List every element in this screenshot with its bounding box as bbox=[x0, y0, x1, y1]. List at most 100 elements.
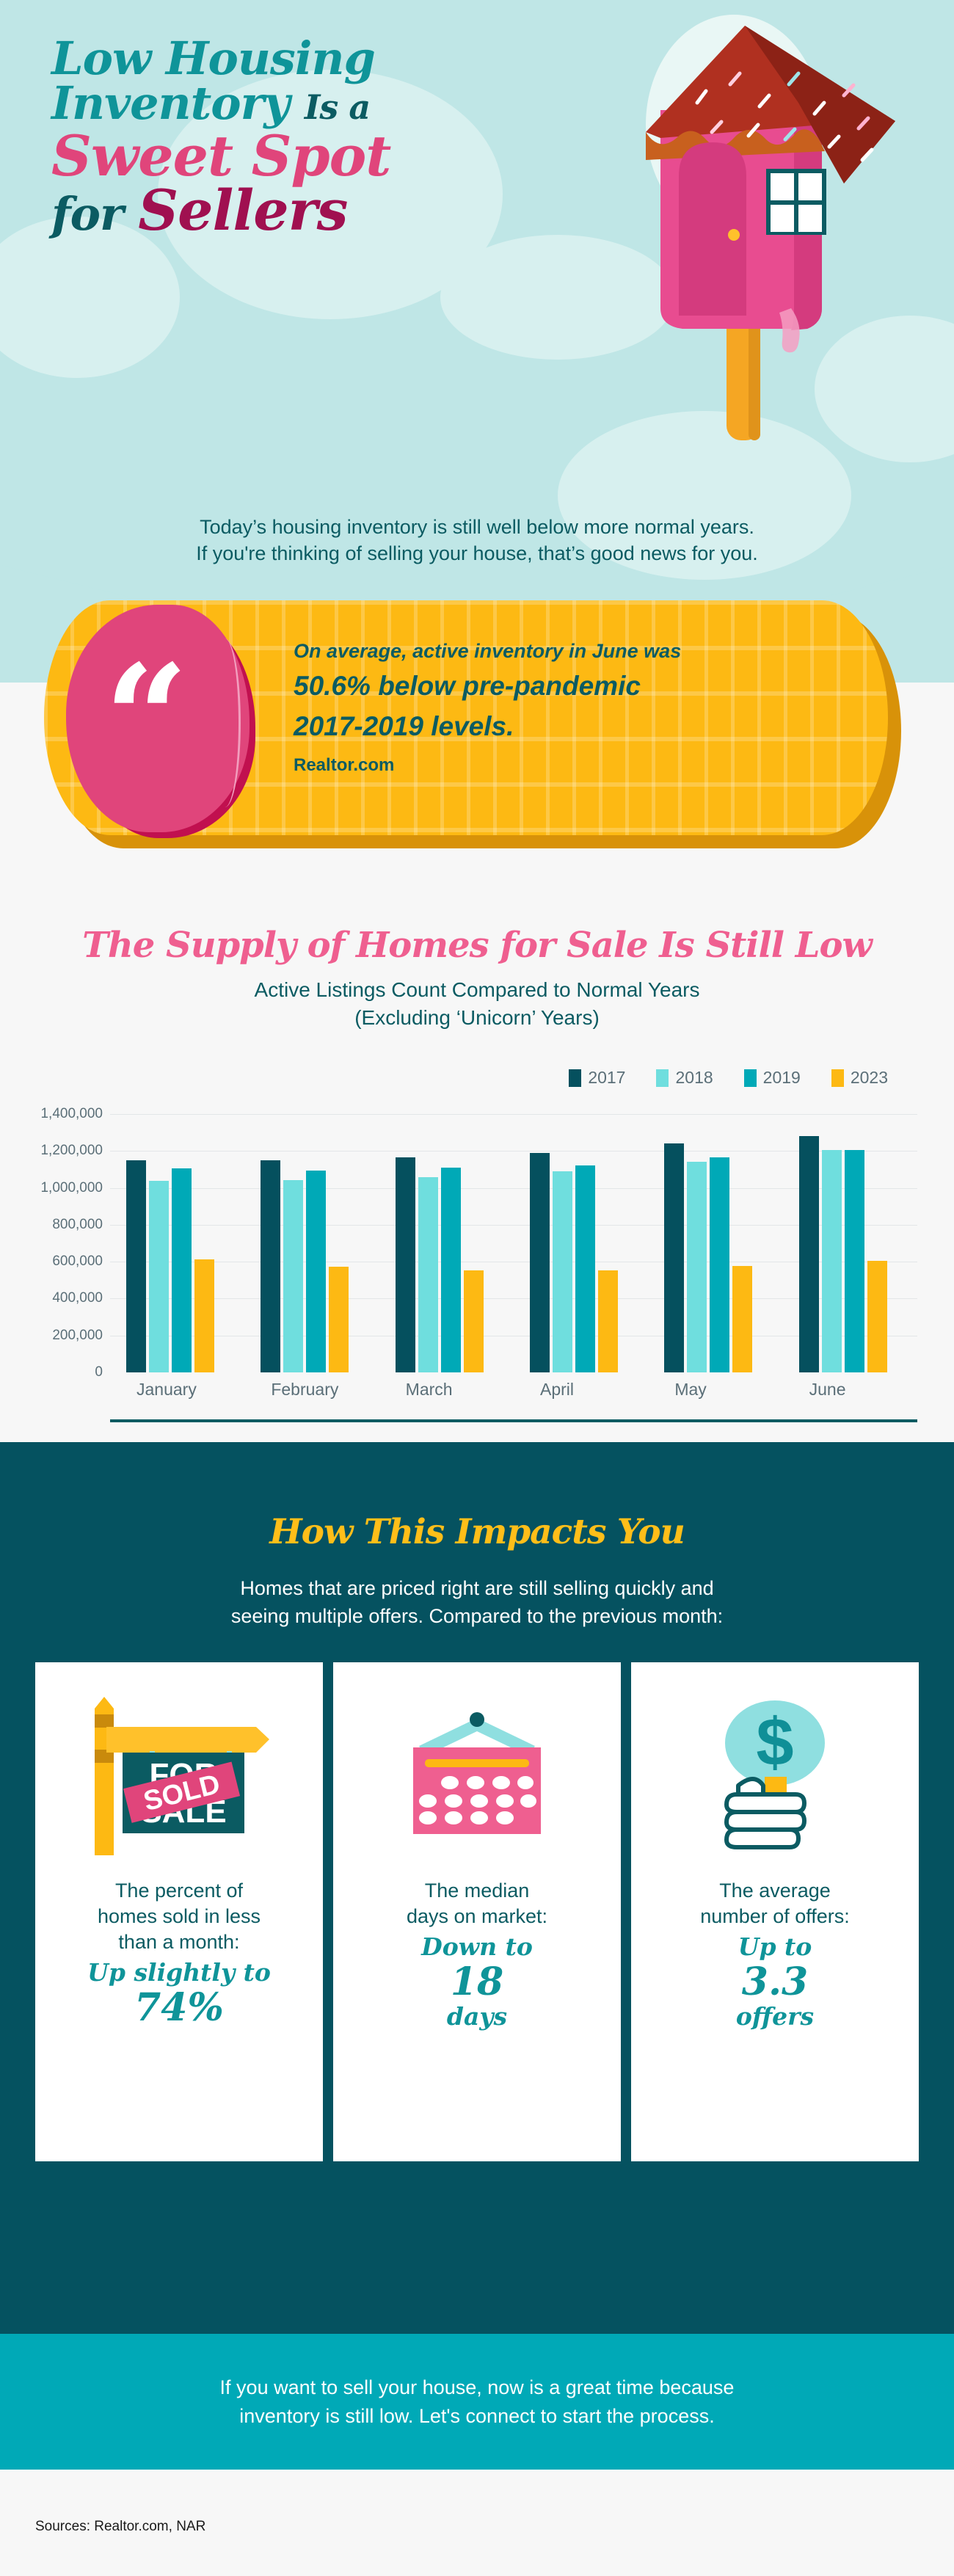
y-tick-label: 400,000 bbox=[52, 1290, 103, 1306]
x-tick-label-february: February bbox=[271, 1380, 339, 1399]
bar-june-2017[interactable] bbox=[798, 1135, 819, 1372]
legend-swatch-icon bbox=[831, 1069, 844, 1087]
bar-group-february bbox=[244, 1114, 379, 1372]
chart-legend-item-2019[interactable]: 2019 bbox=[743, 1068, 801, 1088]
bar-group-march bbox=[379, 1114, 514, 1372]
bar-march-2023[interactable] bbox=[463, 1270, 484, 1372]
hero-title: Low Housing Inventory Is a Sweet Spot fo… bbox=[51, 32, 565, 241]
impact-section: How This Impacts You Homes that are pric… bbox=[0, 1442, 954, 2334]
bar-june-2019[interactable] bbox=[844, 1149, 864, 1372]
chart-legend-item-2017[interactable]: 2017 bbox=[569, 1068, 625, 1088]
y-tick-label: 600,000 bbox=[52, 1254, 103, 1270]
impact-card-1-label-line-3: than a month: bbox=[118, 1931, 240, 1954]
hero-title-line-1: Low Housing bbox=[51, 32, 376, 85]
chart-subtitle: Active Listings Count Compared to Normal… bbox=[0, 976, 954, 1032]
quote-card: “ On average, active inventory in June w… bbox=[44, 600, 910, 854]
y-tick-label: 1,400,000 bbox=[40, 1106, 103, 1121]
hero-subtitle: Today’s housing inventory is still well … bbox=[0, 514, 954, 567]
impact-card-3-label-line-1: The average bbox=[719, 1880, 831, 1902]
impact-card-3-value-unit: offers bbox=[735, 2002, 815, 2031]
gridline bbox=[110, 1187, 917, 1189]
bar-group-april bbox=[514, 1114, 648, 1372]
impact-card-3-value: Up to 3.3 offers bbox=[735, 1933, 815, 2031]
impact-cards: FOR SALE SOLD The percent of homes sold … bbox=[35, 1662, 919, 2161]
hero-title-line-3: Sweet Spot bbox=[51, 123, 391, 189]
impact-card-2-label: The median days on market: bbox=[407, 1878, 547, 1929]
cta-text: If you want to sell your house, now is a… bbox=[220, 2373, 735, 2430]
impact-card-percent-sold: FOR SALE SOLD The percent of homes sold … bbox=[35, 1662, 323, 2161]
bar-january-2017[interactable] bbox=[126, 1160, 146, 1372]
chart-legend-item-2018[interactable]: 2018 bbox=[656, 1068, 713, 1088]
y-tick-label: 0 bbox=[95, 1364, 103, 1380]
gridline bbox=[110, 1114, 917, 1115]
impact-card-1-label-line-2: homes sold in less bbox=[97, 1905, 261, 1928]
cta-banner: If you want to sell your house, now is a… bbox=[0, 2334, 954, 2470]
hero-section: Low Housing Inventory Is a Sweet Spot fo… bbox=[0, 0, 954, 683]
chart-y-axis-labels: 0 200,000 400,000 600,000 800,000 1,000,000 1,… bbox=[3, 1106, 103, 1380]
legend-label: 2018 bbox=[675, 1068, 713, 1087]
chart-x-axis bbox=[110, 1419, 917, 1422]
chart-x-axis-labels: January February March April May June bbox=[110, 1380, 917, 1400]
gridline bbox=[110, 1224, 917, 1226]
bar-march-2017[interactable] bbox=[395, 1157, 415, 1372]
bar-march-2019[interactable] bbox=[440, 1168, 461, 1372]
hero-subtitle-line-2: If you're thinking of selling your house… bbox=[196, 542, 758, 565]
hero-subtitle-line-1: Today’s housing inventory is still well … bbox=[200, 516, 754, 538]
bar-february-2018[interactable] bbox=[283, 1179, 304, 1372]
bar-april-2018[interactable] bbox=[552, 1171, 572, 1372]
for-sale-sold-sign-icon: FOR SALE SOLD bbox=[80, 1684, 278, 1868]
hero-title-sellers: Sellers bbox=[138, 177, 348, 243]
bar-february-2023[interactable] bbox=[329, 1266, 349, 1372]
y-tick-label: 1,200,000 bbox=[40, 1143, 103, 1159]
impact-card-2-label-line-1: The median bbox=[424, 1880, 530, 1902]
bar-february-2017[interactable] bbox=[261, 1160, 281, 1372]
legend-swatch-icon bbox=[569, 1069, 582, 1087]
bar-april-2017[interactable] bbox=[529, 1153, 550, 1372]
chart-plot-area: 0 200,000 400,000 600,000 800,000 1,000,000 1,… bbox=[40, 1106, 917, 1422]
impact-card-3-label: The average number of offers: bbox=[700, 1878, 850, 1929]
impact-card-3-label-line-2: number of offers: bbox=[700, 1905, 850, 1928]
bar-april-2023[interactable] bbox=[597, 1270, 618, 1372]
bar-january-2018[interactable] bbox=[149, 1180, 169, 1372]
impact-card-1-value: Up slightly to 74% bbox=[87, 1959, 271, 2029]
cta-line-2: inventory is still low. Let's connect to… bbox=[239, 2404, 715, 2427]
bar-january-2023[interactable] bbox=[194, 1259, 214, 1372]
x-tick-label-january: January bbox=[136, 1380, 197, 1399]
y-tick-label: 200,000 bbox=[52, 1327, 103, 1343]
impact-card-number-of-offers: $ The average number of offers: Up to 3.… bbox=[631, 1662, 919, 2161]
hero-title-line-2: Inventory Is a bbox=[51, 80, 565, 127]
bar-march-2018[interactable] bbox=[418, 1177, 438, 1372]
bar-january-2019[interactable] bbox=[172, 1168, 192, 1372]
bar-february-2019[interactable] bbox=[306, 1171, 327, 1372]
hero-title-isa: Is a bbox=[304, 87, 371, 127]
quote-intro: On average, active inventory in June was bbox=[294, 640, 682, 662]
legend-swatch-icon bbox=[743, 1069, 757, 1087]
bar-june-2023[interactable] bbox=[867, 1260, 887, 1372]
bar-group-june bbox=[783, 1114, 917, 1372]
legend-label: 2019 bbox=[762, 1068, 801, 1087]
impact-subtitle-line-2: seeing multiple offers. Compared to the … bbox=[230, 1605, 724, 1628]
legend-swatch-icon bbox=[656, 1069, 669, 1087]
chart-legend-item-2023[interactable]: 2023 bbox=[831, 1068, 888, 1088]
sources-note: Sources: Realtor.com, NAR bbox=[35, 2519, 206, 2534]
bar-may-2023[interactable] bbox=[732, 1266, 753, 1372]
chart-gridlines bbox=[110, 1114, 917, 1372]
bar-may-2018[interactable] bbox=[687, 1161, 707, 1372]
quote-source: Realtor.com bbox=[294, 754, 395, 775]
bar-may-2017[interactable] bbox=[664, 1143, 685, 1372]
impact-card-2-label-line-2: days on market: bbox=[406, 1905, 548, 1928]
bar-may-2019[interactable] bbox=[710, 1157, 730, 1372]
bar-june-2018[interactable] bbox=[821, 1149, 842, 1372]
impact-card-2-value-big: 18 bbox=[450, 1960, 504, 2005]
quote-body: On average, active inventory in June was… bbox=[294, 638, 851, 776]
chart-legend: 2017 2018 2019 2023 bbox=[569, 1068, 888, 1088]
bar-group-january bbox=[110, 1114, 244, 1372]
chart-subtitle-line-2: (Excluding ‘Unicorn’ Years) bbox=[354, 1005, 600, 1029]
y-tick-label: 1,000,000 bbox=[40, 1179, 103, 1196]
bar-april-2019[interactable] bbox=[575, 1165, 595, 1372]
gridline bbox=[110, 1298, 917, 1300]
hero-title-for: for bbox=[51, 186, 124, 241]
hero-title-line-4: for Sellers bbox=[51, 182, 565, 241]
impact-card-2-value: Down to 18 days bbox=[421, 1933, 533, 2031]
bar-group-may bbox=[648, 1114, 782, 1372]
